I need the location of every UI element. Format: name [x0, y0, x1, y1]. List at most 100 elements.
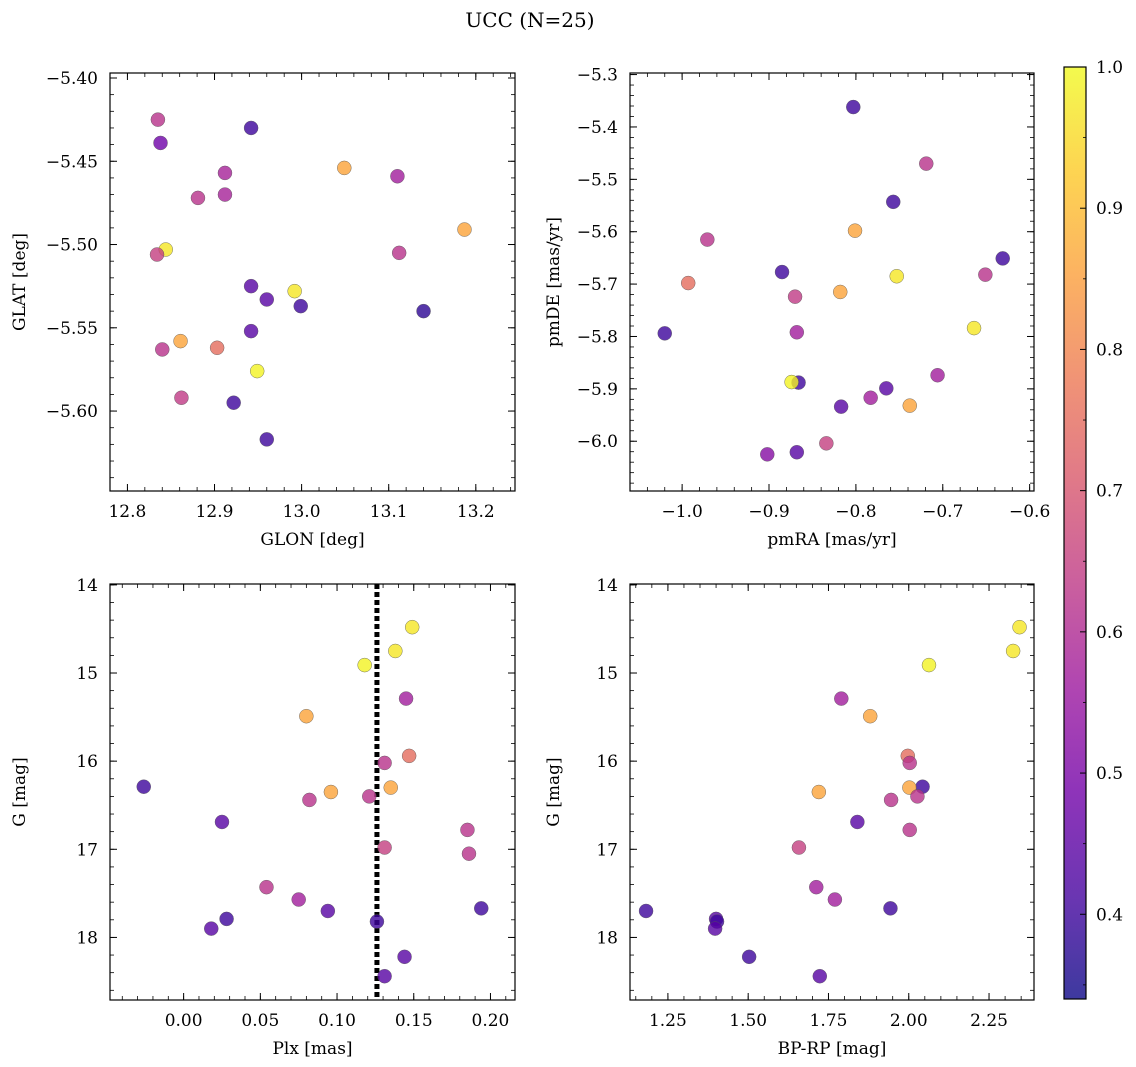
x-tick-label: 13.0: [283, 502, 321, 522]
data-point: [390, 169, 405, 184]
data-point: [320, 903, 336, 919]
x-axis-label: BP-RP [mag]: [778, 1039, 887, 1059]
y-tick-label: 18: [76, 928, 98, 948]
y-tick-label: −5.55: [46, 319, 98, 339]
axes-frame: [629, 583, 1035, 1001]
data-point: [910, 789, 925, 804]
data-point: [787, 289, 803, 304]
data-point: [249, 363, 265, 379]
colorbar-gradient: [1064, 67, 1086, 999]
y-tick-label: −5.45: [46, 152, 98, 172]
data-point: [243, 120, 259, 136]
y-tick-label: 15: [596, 664, 618, 684]
data-point: [460, 822, 475, 838]
x-tick-label: 2.25: [970, 1011, 1008, 1031]
axes-frame: [109, 72, 516, 492]
x-tick-label: 1.50: [729, 1011, 767, 1031]
data-point: [919, 156, 934, 171]
colorbar: 0.4 0.5 0.6 0.7 0.8 0.9 1.0: [1063, 58, 1123, 1000]
x-tick-label: 13.2: [457, 502, 495, 522]
x-axis-label: Plx [mas]: [272, 1039, 352, 1059]
data-point: [1012, 619, 1027, 635]
data-point: [457, 222, 472, 237]
data-point: [657, 326, 672, 341]
x-tick-label: 1.25: [649, 1011, 687, 1031]
data-point: [850, 814, 865, 830]
data-point: [921, 657, 937, 673]
y-tick-label: 18: [596, 928, 618, 948]
data-point: [789, 325, 805, 340]
y-tick-label: −5.5: [577, 170, 618, 190]
data-point: [155, 342, 170, 357]
y-tick-label: −5.4: [577, 118, 618, 138]
data-point: [299, 709, 314, 724]
data-point: [902, 822, 917, 838]
data-point: [863, 709, 878, 724]
data-point: [879, 381, 894, 396]
data-point: [337, 160, 352, 176]
data-point: [1005, 643, 1021, 659]
x-tick-label: −0.8: [835, 502, 876, 522]
y-tick-label: −5.40: [46, 69, 98, 89]
data-point: [819, 436, 834, 451]
y-tick-label: −5.50: [46, 236, 98, 256]
x-tick-label: 0.05: [241, 1011, 279, 1031]
data-point: [287, 283, 302, 299]
y-tick-label: 16: [596, 752, 618, 772]
data-point: [741, 949, 757, 965]
y-tick-label: −5.9: [577, 380, 618, 400]
x-tick-label: 0.20: [472, 1011, 510, 1031]
y-tick-label: −6.0: [577, 432, 618, 452]
data-point: [377, 969, 392, 984]
x-axis-label: GLON [deg]: [260, 530, 364, 550]
panel-3: 0.00 0.05 0.10 0.15 0.20 14 15 16 17 18 Plx [mas] G…: [10, 576, 516, 1059]
y-tick-label: −5.3: [577, 66, 618, 86]
data-point: [784, 374, 799, 390]
data-point: [302, 792, 317, 808]
data-point: [259, 292, 274, 307]
colorbar-tick-label: 0.4: [1096, 905, 1123, 925]
data-point: [174, 390, 189, 405]
data-point: [214, 814, 230, 830]
data-point: [405, 619, 420, 635]
data-point: [833, 284, 848, 300]
data-point: [190, 190, 206, 206]
x-tick-label: 0.15: [395, 1011, 433, 1031]
data-point: [700, 232, 715, 247]
x-tick-label: −0.6: [1009, 502, 1050, 522]
data-point: [834, 691, 849, 706]
y-tick-label: −5.60: [46, 402, 98, 422]
data-point: [391, 245, 407, 261]
x-tick-label: 0.10: [318, 1011, 356, 1031]
data-point: [398, 691, 414, 706]
data-point: [217, 187, 233, 202]
data-point: [388, 643, 403, 659]
data-point: [357, 657, 372, 673]
data-point: [474, 901, 489, 916]
data-point: [293, 298, 308, 314]
data-point: [209, 340, 225, 355]
y-tick-label: −5.8: [577, 327, 618, 347]
colorbar-tick-label: 1.0: [1096, 58, 1123, 78]
y-axis-label: G [mag]: [544, 757, 564, 826]
y-axis-label: GLAT [deg]: [10, 233, 30, 331]
data-point: [204, 921, 219, 936]
panel-1: 12.8 12.9 13.0 13.1 13.2 −5.40 −5.45 −5.50 −5.55…: [10, 69, 516, 550]
data-point: [789, 445, 805, 460]
data-point: [149, 247, 165, 262]
data-point: [833, 399, 849, 414]
data-point: [863, 390, 878, 405]
data-point: [461, 846, 477, 861]
data-point: [243, 278, 259, 294]
points: [638, 619, 1027, 984]
data-point: [259, 879, 274, 895]
points: [136, 619, 489, 984]
data-point: [886, 194, 901, 210]
x-tick-label: 12.8: [108, 502, 146, 522]
data-point: [416, 303, 431, 319]
data-point: [243, 323, 259, 339]
data-point: [291, 892, 306, 907]
data-point: [173, 333, 188, 349]
data-point: [978, 267, 993, 282]
